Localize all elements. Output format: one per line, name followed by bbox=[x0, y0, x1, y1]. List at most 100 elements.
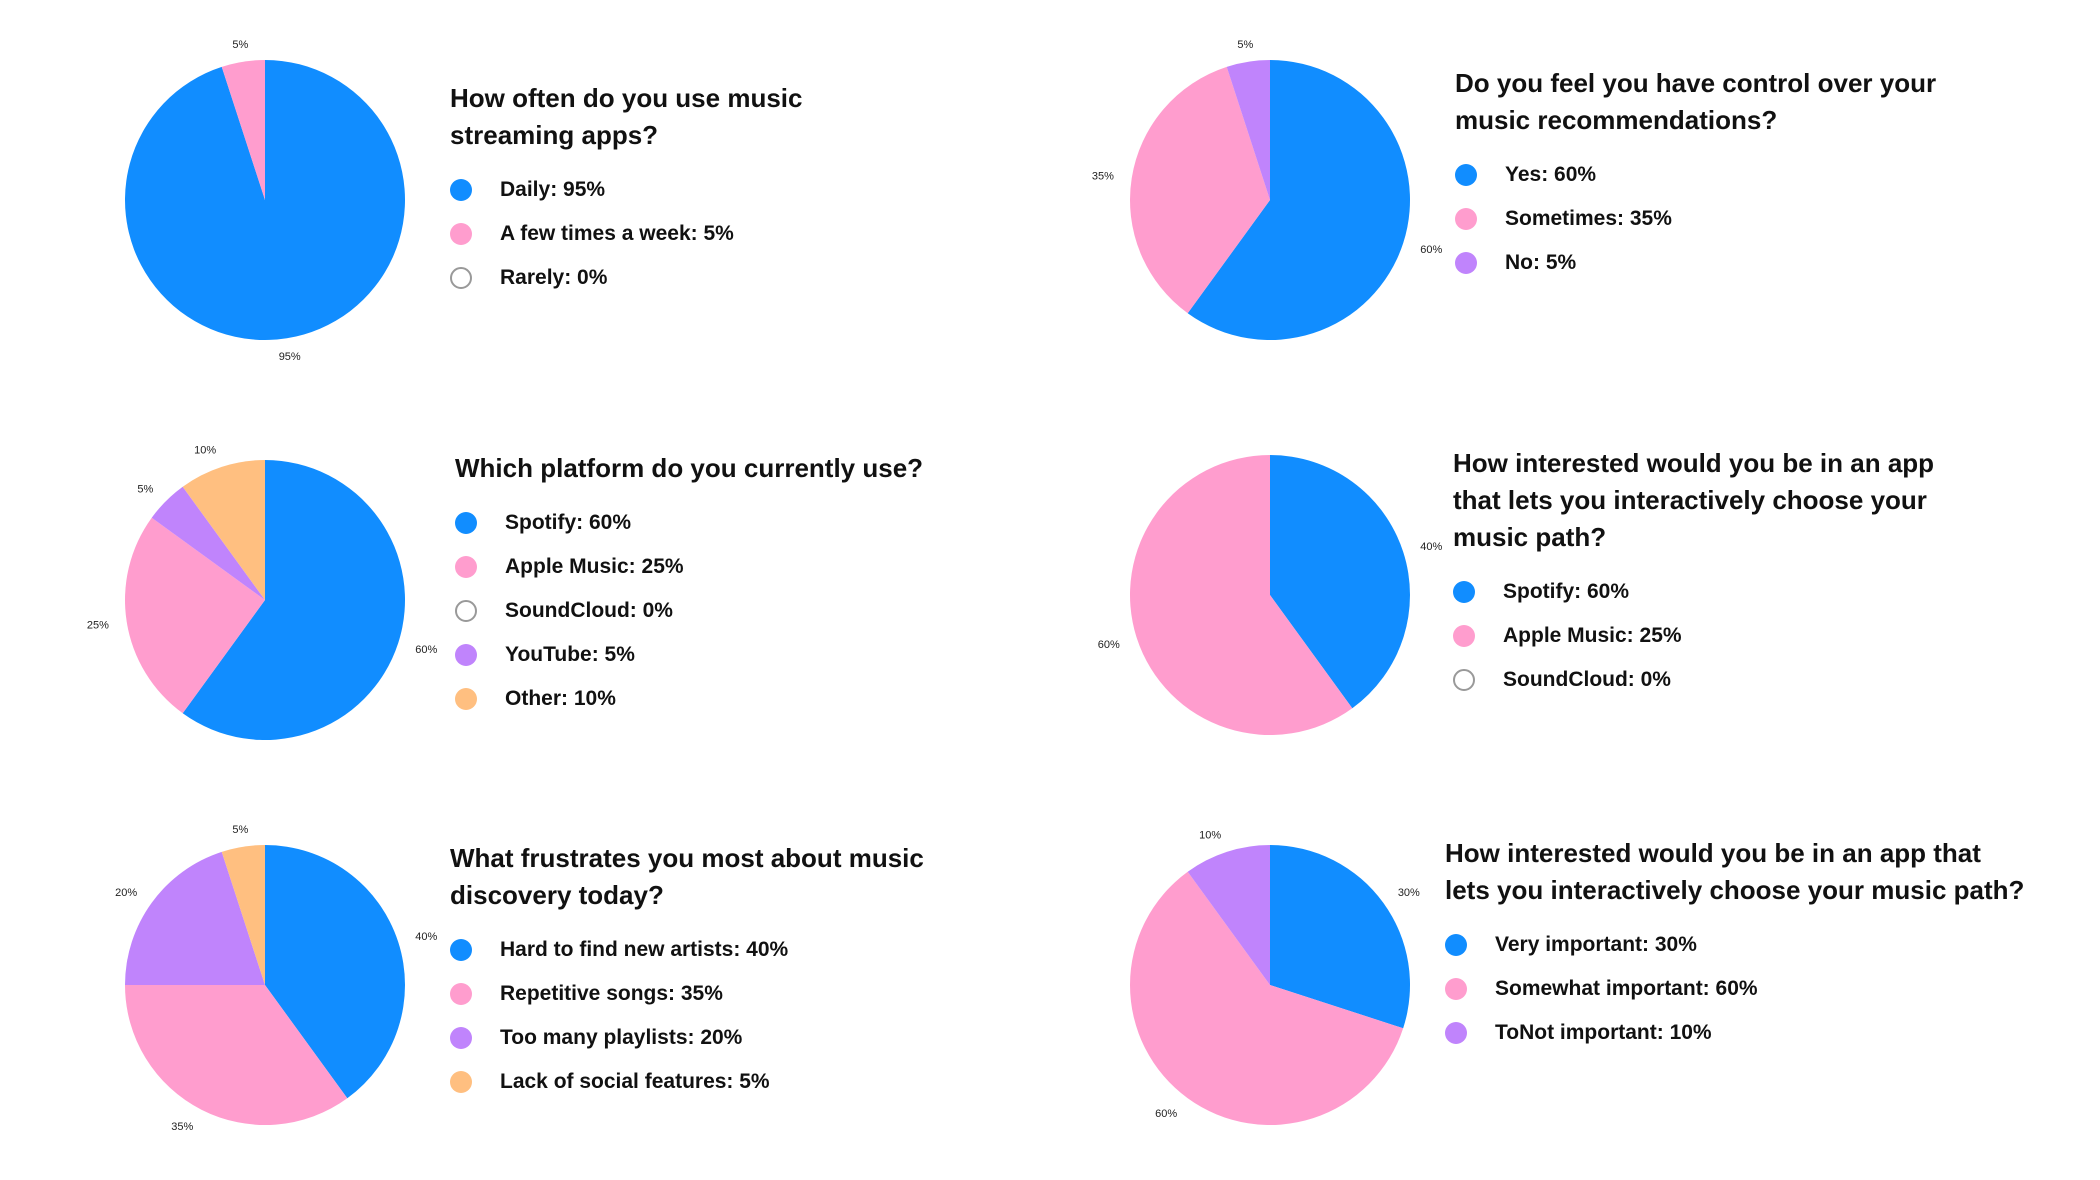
chart-legend: Daily: 95% A few times a week: 5% Rarely… bbox=[450, 168, 850, 300]
pie-slice-too-many-playlists bbox=[125, 851, 265, 985]
legend-dot bbox=[1445, 978, 1467, 1000]
pie-slice-youtube bbox=[151, 486, 265, 600]
legend-label: Too many playlists: 20% bbox=[500, 1026, 743, 1049]
legend-item-apple-music: Apple Music: 25% bbox=[1453, 614, 1973, 658]
legend-dot bbox=[455, 512, 477, 534]
legend-label: Repetitive songs: 35% bbox=[500, 982, 723, 1005]
pie-data-label: 40% bbox=[415, 931, 437, 943]
legend-label: Lack of social features: 5% bbox=[500, 1070, 770, 1093]
pie-data-label: 5% bbox=[232, 824, 248, 836]
legend-label: SoundCloud: 0% bbox=[505, 599, 673, 622]
chart-panel-recommendation-control: 60% 35% 5% Do you feel you have control ov… bbox=[1055, 10, 2085, 395]
legend-item-youtube: YouTube: 5% bbox=[455, 633, 1015, 677]
chart-title: Do you feel you have control over your m… bbox=[1455, 68, 1937, 135]
chart-title: How interested would you be in an app th… bbox=[1453, 448, 1935, 552]
chart-panel-platform: 60% 25% 5% 10% Which platform do you curren… bbox=[50, 410, 1080, 795]
legend-item-soundcloud: SoundCloud: 0% bbox=[455, 589, 1015, 633]
chart-title: Which platform do you currently use? bbox=[455, 453, 924, 483]
legend-item-few-times-week: A few times a week: 5% bbox=[450, 212, 850, 256]
pie-data-label: 35% bbox=[1092, 170, 1114, 182]
chart-legend: Spotify: 60% Apple Music: 25% SoundCloud… bbox=[1453, 570, 1973, 702]
legend-label: Yes: 60% bbox=[1505, 163, 1597, 186]
legend-dot bbox=[1455, 208, 1477, 230]
pie-slice-daily bbox=[124, 60, 405, 340]
legend-item-social: Lack of social features: 5% bbox=[450, 1060, 1010, 1104]
legend-label: Somewhat important: 60% bbox=[1495, 977, 1758, 1000]
pie-slice-lack-of-social-features bbox=[221, 845, 265, 985]
legend-item-somewhat-important: Somewhat important: 60% bbox=[1445, 967, 2025, 1011]
legend-label: Apple Music: 25% bbox=[505, 555, 684, 578]
pie-slice-sometimes bbox=[1130, 66, 1270, 314]
pie-slice-apple-music bbox=[125, 517, 265, 714]
legend-label: Very important: 30% bbox=[1495, 933, 1697, 956]
legend-label: Other: 10% bbox=[505, 687, 616, 710]
pie-slice-very-important bbox=[1270, 845, 1410, 1029]
chart-legend: Spotify: 60% Apple Music: 25% SoundCloud… bbox=[455, 501, 1015, 721]
pie-data-label: 5% bbox=[232, 39, 248, 51]
pie-slice-hard-to-find-new-artists bbox=[265, 845, 405, 1099]
pie-slice-slice-a bbox=[1270, 455, 1410, 709]
chart-panel-discovery-frustrations: 40% 35% 20% 5% What frustrates you most abo… bbox=[50, 795, 1080, 1180]
pie-data-label: 10% bbox=[194, 445, 216, 457]
legend-dot bbox=[455, 600, 477, 622]
legend-label: Spotify: 60% bbox=[505, 511, 632, 534]
legend-item-daily: Daily: 95% bbox=[450, 168, 850, 212]
legend-item-apple-music: Apple Music: 25% bbox=[455, 545, 1015, 589]
legend-item-playlists: Too many playlists: 20% bbox=[450, 1016, 1010, 1060]
pie-data-label: 60% bbox=[1155, 1108, 1177, 1120]
legend-dot bbox=[1455, 164, 1477, 186]
legend-item-spotify: Spotify: 60% bbox=[455, 501, 1015, 545]
legend-label: Hard to find new artists: 40% bbox=[500, 938, 789, 961]
chart-panel-app-importance: 30% 60% 10% How interested would you be in… bbox=[1055, 795, 2085, 1180]
legend-label: SoundCloud: 0% bbox=[1503, 668, 1671, 691]
legend-item-rarely: Rarely: 0% bbox=[450, 256, 850, 300]
pie-data-label: 60% bbox=[1098, 639, 1120, 651]
pie-data-label: 60% bbox=[415, 644, 437, 656]
pie-data-label: 60% bbox=[1420, 244, 1442, 256]
legend-dot bbox=[450, 1071, 472, 1093]
pie-data-label: 5% bbox=[137, 483, 153, 495]
chart-legend: Yes: 60% Sometimes: 35% No: 5% bbox=[1455, 153, 1975, 285]
chart-panel-app-interest: 40% 60% How interested would you be in an… bbox=[1055, 405, 2085, 790]
legend-dot bbox=[1445, 934, 1467, 956]
legend-item-yes: Yes: 60% bbox=[1455, 153, 1975, 197]
legend-item-hard-to-find: Hard to find new artists: 40% bbox=[450, 928, 1010, 972]
pie-chart-app-interest: 40% 60% bbox=[1098, 455, 1443, 735]
legend-dot bbox=[455, 688, 477, 710]
chart-legend: Very important: 30% Somewhat important: … bbox=[1445, 923, 2025, 1055]
pie-data-label: 95% bbox=[279, 351, 301, 363]
legend-dot bbox=[1455, 252, 1477, 274]
chart-legend: Hard to find new artists: 40% Repetitive… bbox=[450, 928, 1010, 1104]
legend-label: No: 5% bbox=[1505, 251, 1577, 274]
pie-data-label: 25% bbox=[87, 620, 109, 632]
legend-dot bbox=[1453, 581, 1475, 603]
legend-dot bbox=[450, 983, 472, 1005]
legend-item-soundcloud: SoundCloud: 0% bbox=[1453, 658, 1973, 702]
pie-slice-yes bbox=[1187, 60, 1410, 340]
legend-dot bbox=[450, 223, 472, 245]
chart-title: What frustrates you most about music dis… bbox=[450, 843, 924, 910]
chart-panel-usage-frequency: 95% 5% How often do you use music streami… bbox=[50, 10, 1080, 395]
chart-title: How interested would you be in an app th… bbox=[1445, 838, 2025, 905]
pie-slice-no bbox=[1226, 60, 1270, 200]
legend-item-very-important: Very important: 30% bbox=[1445, 923, 2025, 967]
pie-slice-somewhat-important bbox=[1130, 871, 1404, 1125]
legend-dot bbox=[455, 644, 477, 666]
legend-item-spotify: Spotify: 60% bbox=[1453, 570, 1973, 614]
pie-data-label: 40% bbox=[1420, 541, 1442, 553]
chart-title: How often do you use music streaming app… bbox=[450, 83, 803, 150]
legend-label: YouTube: 5% bbox=[505, 643, 635, 666]
legend-item-sometimes: Sometimes: 35% bbox=[1455, 197, 1975, 241]
legend-dot bbox=[455, 556, 477, 578]
legend-dot bbox=[1453, 625, 1475, 647]
pie-slice-other bbox=[182, 460, 265, 600]
legend-label: ToNot important: 10% bbox=[1495, 1021, 1712, 1044]
pie-slice-repetitive-songs bbox=[125, 985, 348, 1125]
legend-label: Daily: 95% bbox=[500, 178, 606, 201]
legend-label: Apple Music: 25% bbox=[1503, 624, 1682, 647]
legend-dot bbox=[1453, 669, 1475, 691]
pie-data-label: 20% bbox=[115, 887, 137, 899]
pie-chart-discovery-frustrations: 40% 35% 20% 5% bbox=[115, 824, 437, 1133]
pie-slice-tonot-important bbox=[1187, 845, 1270, 985]
pie-slice-a-few-times-a-week bbox=[221, 60, 265, 200]
